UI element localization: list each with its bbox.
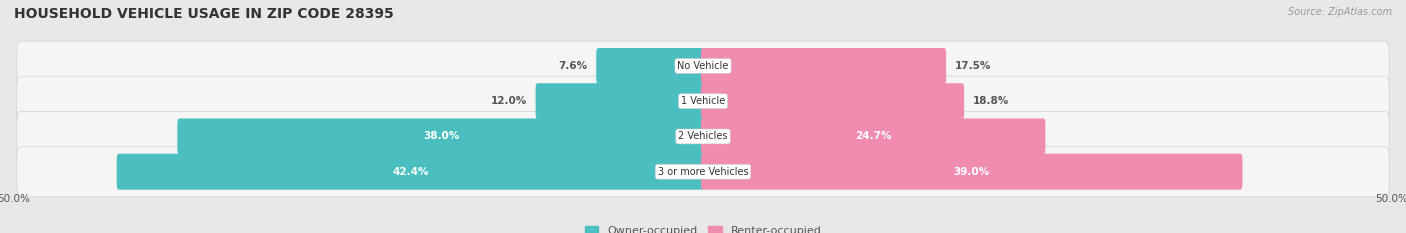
Text: No Vehicle: No Vehicle — [678, 61, 728, 71]
Text: 24.7%: 24.7% — [855, 131, 891, 141]
Text: 3 or more Vehicles: 3 or more Vehicles — [658, 167, 748, 177]
FancyBboxPatch shape — [17, 76, 1389, 126]
FancyBboxPatch shape — [17, 111, 1389, 161]
FancyBboxPatch shape — [702, 83, 965, 119]
Text: Source: ZipAtlas.com: Source: ZipAtlas.com — [1288, 7, 1392, 17]
Text: 39.0%: 39.0% — [953, 167, 990, 177]
Text: 18.8%: 18.8% — [973, 96, 1010, 106]
FancyBboxPatch shape — [702, 118, 1046, 154]
Text: 38.0%: 38.0% — [423, 131, 460, 141]
Text: 17.5%: 17.5% — [955, 61, 991, 71]
Legend: Owner-occupied, Renter-occupied: Owner-occupied, Renter-occupied — [581, 221, 825, 233]
FancyBboxPatch shape — [536, 83, 704, 119]
Text: HOUSEHOLD VEHICLE USAGE IN ZIP CODE 28395: HOUSEHOLD VEHICLE USAGE IN ZIP CODE 2839… — [14, 7, 394, 21]
Text: 12.0%: 12.0% — [491, 96, 527, 106]
FancyBboxPatch shape — [17, 147, 1389, 197]
Text: 2 Vehicles: 2 Vehicles — [678, 131, 728, 141]
FancyBboxPatch shape — [702, 154, 1243, 190]
Text: 1 Vehicle: 1 Vehicle — [681, 96, 725, 106]
FancyBboxPatch shape — [17, 41, 1389, 91]
Text: 42.4%: 42.4% — [392, 167, 429, 177]
FancyBboxPatch shape — [702, 48, 946, 84]
FancyBboxPatch shape — [596, 48, 704, 84]
FancyBboxPatch shape — [117, 154, 704, 190]
FancyBboxPatch shape — [177, 118, 704, 154]
Text: 7.6%: 7.6% — [558, 61, 588, 71]
